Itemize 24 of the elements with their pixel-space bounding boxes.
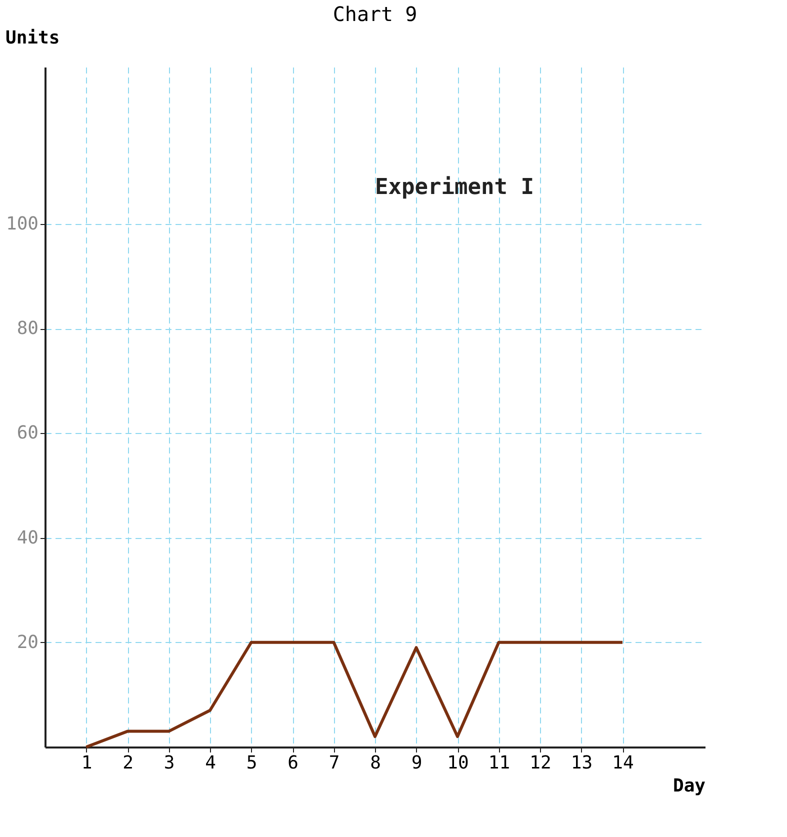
x-tick-label: 13 bbox=[570, 752, 593, 774]
y-axis-title: Units bbox=[6, 28, 60, 48]
y-tick-label: 20 bbox=[16, 632, 38, 653]
x-tick-label: 4 bbox=[205, 752, 216, 774]
y-tick-label: 60 bbox=[16, 422, 38, 444]
x-tick-label: 5 bbox=[246, 752, 258, 774]
x-axis-title: Day bbox=[672, 776, 706, 796]
x-tick-label: 1 bbox=[81, 752, 92, 774]
x-tick-label: 9 bbox=[411, 752, 422, 774]
x-tick-label: 11 bbox=[488, 752, 510, 774]
y-tick-label: 80 bbox=[16, 318, 38, 340]
x-tick-label: 8 bbox=[370, 752, 381, 774]
annotation: Experiment I bbox=[375, 175, 534, 200]
y-tick-label: 40 bbox=[16, 527, 38, 548]
x-tick-label: 7 bbox=[328, 752, 340, 774]
x-tick-label: 3 bbox=[164, 752, 175, 774]
line-series bbox=[84, 640, 624, 748]
y-tick-label: 100 bbox=[6, 213, 38, 234]
chart-title: Chart 9 bbox=[332, 2, 418, 26]
x-tick-label: 6 bbox=[288, 752, 298, 774]
x-tick-label: 12 bbox=[530, 752, 552, 774]
x-tick-label: 2 bbox=[122, 752, 134, 774]
x-tick-label: 14 bbox=[612, 752, 634, 774]
x-tick-label: 10 bbox=[447, 752, 469, 774]
